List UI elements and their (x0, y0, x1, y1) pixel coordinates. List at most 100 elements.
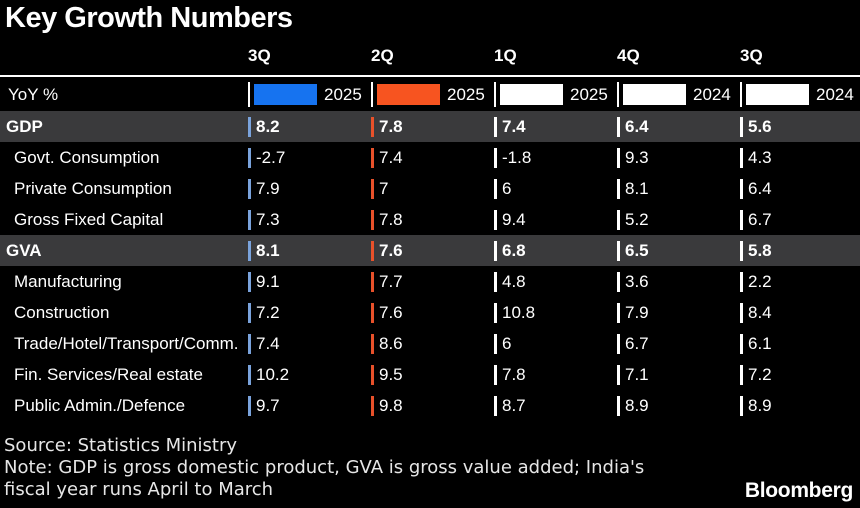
value-tick (248, 364, 251, 385)
value-cell: 9.5 (371, 359, 403, 390)
value-tick (248, 178, 251, 199)
value-cell: 6 (494, 173, 511, 204)
value-cell: 4.8 (494, 266, 526, 297)
quarter-header-row: 3Q 2Q 1Q 4Q 3Q (0, 46, 860, 70)
value-tick (617, 209, 620, 230)
value-text: 8.9 (625, 395, 649, 415)
row-label: Public Admin./Defence (14, 395, 186, 415)
footer: Source: Statistics Ministry Note: GDP is… (4, 435, 684, 501)
value-cell: 6.5 (617, 235, 649, 266)
table-row: Govt. Consumption -2.7 7.4 -1.8 9.3 4.3 (0, 142, 860, 173)
value-cell: 8.4 (740, 297, 772, 328)
row-label: Trade/Hotel/Transport/Comm. (14, 333, 239, 353)
value-text: 2.2 (748, 271, 772, 291)
value-text: 9.8 (379, 395, 403, 415)
value-tick (740, 364, 743, 385)
section-row: GVA 8.1 7.6 6.8 6.5 5.8 (0, 235, 860, 266)
legend-year: 2025 (570, 84, 608, 104)
value-text: 3.6 (625, 271, 649, 291)
value-tick (740, 116, 743, 137)
value-cell: 7.4 (248, 328, 280, 359)
value-text: -2.7 (256, 147, 286, 167)
value-tick (248, 271, 251, 292)
value-cell: 5.6 (740, 111, 772, 142)
value-cell: 6.4 (617, 111, 649, 142)
value-text: 7.9 (256, 178, 280, 198)
value-cell: 7.8 (494, 359, 526, 390)
value-cell: 10.2 (248, 359, 289, 390)
value-tick (617, 147, 620, 168)
value-tick (371, 147, 374, 168)
section-row: GDP 8.2 7.8 7.4 6.4 5.6 (0, 111, 860, 142)
value-cell: 2.2 (740, 266, 772, 297)
value-text: 5.2 (625, 209, 649, 229)
value-text: 6.1 (748, 333, 772, 353)
value-text: 7.1 (625, 364, 649, 384)
legend-label: YoY % (8, 84, 59, 104)
row-label: Manufacturing (14, 271, 122, 291)
column-header: 1Q (494, 46, 517, 65)
column-header: 3Q (248, 46, 271, 65)
value-tick (740, 271, 743, 292)
value-tick (617, 240, 620, 261)
value-text: 7 (379, 178, 389, 198)
value-cell: 6 (494, 328, 511, 359)
value-tick (371, 116, 374, 137)
row-label: Govt. Consumption (14, 147, 160, 167)
value-tick (494, 364, 497, 385)
column-tick (371, 82, 373, 107)
value-cell: 8.9 (617, 390, 649, 421)
value-tick (740, 209, 743, 230)
value-tick (740, 147, 743, 168)
value-cell: 9.4 (494, 204, 526, 235)
value-cell: 6.7 (740, 204, 772, 235)
value-text: 9.5 (379, 364, 403, 384)
chart-title: Key Growth Numbers (5, 2, 293, 34)
value-cell: 7.9 (617, 297, 649, 328)
legend-swatch (500, 84, 563, 105)
column-tick (248, 82, 250, 107)
value-tick (371, 333, 374, 354)
table-row: Construction 7.2 7.6 10.8 7.9 8.4 (0, 297, 860, 328)
value-tick (617, 116, 620, 137)
value-tick (248, 116, 251, 137)
table-row: Private Consumption 7.9 7 6 8.1 6.4 (0, 173, 860, 204)
bloomberg-logo: Bloomberg (744, 479, 853, 502)
value-tick (617, 302, 620, 323)
row-label: Fin. Services/Real estate (14, 364, 203, 384)
value-cell: 7.3 (248, 204, 280, 235)
row-label: Private Consumption (14, 178, 172, 198)
value-text: 9.4 (502, 209, 526, 229)
value-tick (371, 209, 374, 230)
legend-item: 2024 (740, 79, 854, 110)
value-text: 6 (502, 333, 512, 353)
value-cell: 8.6 (371, 328, 403, 359)
value-text: 7.2 (256, 302, 280, 322)
table-row: Fin. Services/Real estate 10.2 9.5 7.8 7.1 7.… (0, 359, 860, 390)
value-tick (371, 240, 374, 261)
value-text: 5.6 (748, 116, 772, 136)
value-text: 9.3 (625, 147, 649, 167)
value-tick (494, 302, 497, 323)
value-cell: -1.8 (494, 142, 531, 173)
value-tick (371, 395, 374, 416)
value-tick (617, 333, 620, 354)
value-text: 8.1 (625, 178, 649, 198)
value-text: 6.4 (748, 178, 772, 198)
value-text: 10.2 (256, 364, 290, 384)
value-tick (248, 302, 251, 323)
value-text: 8.6 (379, 333, 403, 353)
table-body: GDP 8.2 7.8 7.4 6.4 5.6 Govt. Consumption -2.7 7… (0, 111, 860, 421)
value-tick (248, 395, 251, 416)
value-text: 9.1 (256, 271, 280, 291)
value-tick (740, 178, 743, 199)
value-text: 7.2 (748, 364, 772, 384)
header-divider (0, 75, 860, 77)
source-text: Source: Statistics Ministry (4, 435, 238, 456)
value-cell: 8.1 (248, 235, 280, 266)
legend-swatch (377, 84, 440, 105)
value-cell: 5.8 (740, 235, 772, 266)
value-tick (494, 395, 497, 416)
value-tick (740, 333, 743, 354)
value-tick (371, 364, 374, 385)
